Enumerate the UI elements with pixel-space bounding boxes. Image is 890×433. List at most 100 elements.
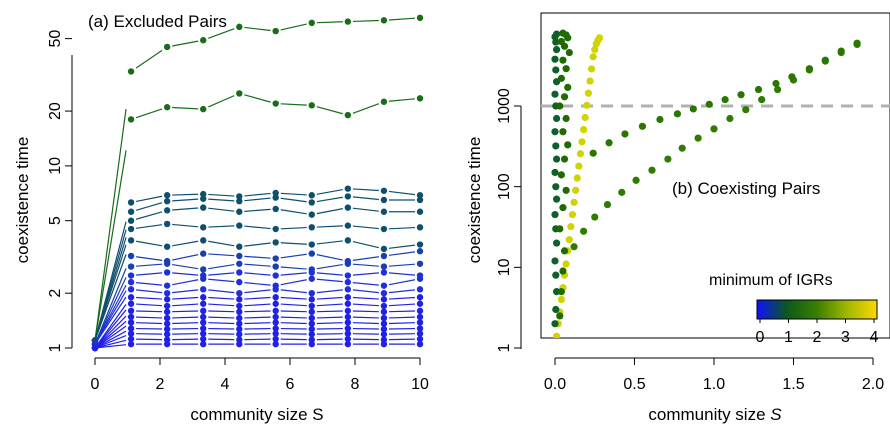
point-a — [416, 241, 424, 248]
point-a — [127, 278, 135, 286]
series-a-0-segment — [208, 28, 235, 39]
series-a-16-segment — [136, 322, 163, 325]
point-a — [272, 100, 279, 107]
series-a-11 — [91, 286, 424, 348]
series-a-1-segment — [208, 95, 235, 108]
x-tick-label: 1.5 — [782, 376, 804, 393]
point-b — [774, 85, 782, 94]
y-tick-label: 1 — [47, 343, 64, 352]
x-tick-label: 10 — [411, 376, 429, 393]
x-tick-label: 0 — [91, 376, 100, 393]
point-b — [586, 77, 594, 85]
series-a-6-segment — [94, 254, 127, 341]
point-b — [556, 225, 564, 233]
series-a-12 — [91, 294, 424, 352]
igr-legend: minimum of IGRs 0 1 2 3 4 — [709, 272, 879, 346]
point-a — [127, 335, 135, 343]
legend-tick-label: 0 — [756, 329, 765, 346]
point-a — [344, 204, 352, 211]
series-a-4-segment — [208, 207, 235, 212]
point-b — [551, 168, 559, 177]
point-a — [236, 260, 243, 267]
point-a — [416, 224, 424, 231]
point-b — [557, 74, 565, 82]
point-a — [272, 239, 279, 246]
series-b-2 — [556, 29, 573, 320]
point-b — [578, 138, 586, 146]
point-a — [236, 314, 243, 322]
point-b — [562, 260, 570, 268]
point-a — [272, 286, 279, 293]
series-a-6 — [91, 237, 424, 344]
point-b — [573, 174, 581, 182]
point-a — [380, 263, 388, 270]
point-a — [308, 19, 315, 27]
series-a-16 — [91, 319, 424, 352]
point-a — [344, 294, 352, 301]
series-a-5-segment — [172, 223, 199, 228]
point-a — [163, 325, 171, 333]
point-b — [638, 122, 647, 130]
point-a — [344, 313, 352, 321]
igr-colorbar — [756, 299, 878, 320]
series-a-19-segment — [280, 338, 307, 341]
series-a-2-segment — [172, 193, 199, 196]
point-a — [163, 260, 171, 267]
series-a-15-segment — [352, 316, 379, 319]
series-a-1-segment — [352, 103, 380, 114]
point-b — [589, 53, 597, 61]
series-a-0 — [91, 14, 424, 344]
point-b — [565, 48, 573, 57]
point-b — [551, 55, 559, 63]
point-a — [272, 340, 279, 348]
point-b — [551, 128, 559, 136]
series-a-3-segment — [172, 198, 199, 202]
point-a — [236, 193, 243, 200]
point-a — [200, 330, 207, 337]
series-a-16-segment — [172, 322, 199, 325]
series-a-10-segment — [136, 282, 163, 286]
series-a-1-segment — [135, 108, 163, 119]
point-b — [564, 141, 572, 149]
point-a — [200, 37, 207, 44]
point-a — [344, 237, 352, 244]
y-tick-label: 1 — [496, 343, 513, 352]
point-b — [551, 257, 559, 265]
series-a-8-segment — [208, 263, 235, 270]
legend-tick-label: 1 — [784, 329, 793, 346]
series-a-5-segment — [208, 225, 235, 228]
point-a — [308, 199, 315, 206]
point-a — [416, 307, 424, 315]
point-a — [380, 187, 388, 194]
point-a — [380, 308, 388, 316]
series-a-3-segment — [316, 196, 343, 203]
point-a — [200, 286, 207, 293]
series-a-0-segment — [135, 49, 163, 69]
point-a — [380, 331, 388, 338]
series-a-9-segment — [172, 272, 199, 276]
point-b — [673, 110, 682, 118]
series-a-7-segment — [244, 255, 271, 259]
point-a — [272, 189, 279, 197]
series-a-14-segment — [172, 310, 199, 313]
series-a-11-segment — [280, 289, 307, 294]
point-a — [200, 266, 207, 273]
point-a — [272, 263, 279, 270]
point-a — [380, 269, 388, 276]
point-b — [572, 186, 580, 194]
point-a — [380, 208, 388, 215]
point-a — [127, 294, 135, 301]
y-tick-label: 20 — [47, 102, 64, 120]
point-b — [557, 171, 565, 179]
series-a-4-segment — [352, 207, 379, 212]
point-a — [308, 336, 315, 343]
point-a — [163, 220, 171, 228]
point-b — [551, 90, 559, 98]
legend-tick-label: 4 — [870, 329, 879, 346]
point-b — [570, 243, 578, 251]
point-a — [380, 225, 388, 233]
point-b — [754, 85, 763, 94]
series-a-12-segment — [352, 296, 379, 300]
series-a-6-segment — [208, 240, 235, 247]
point-b — [632, 176, 640, 184]
